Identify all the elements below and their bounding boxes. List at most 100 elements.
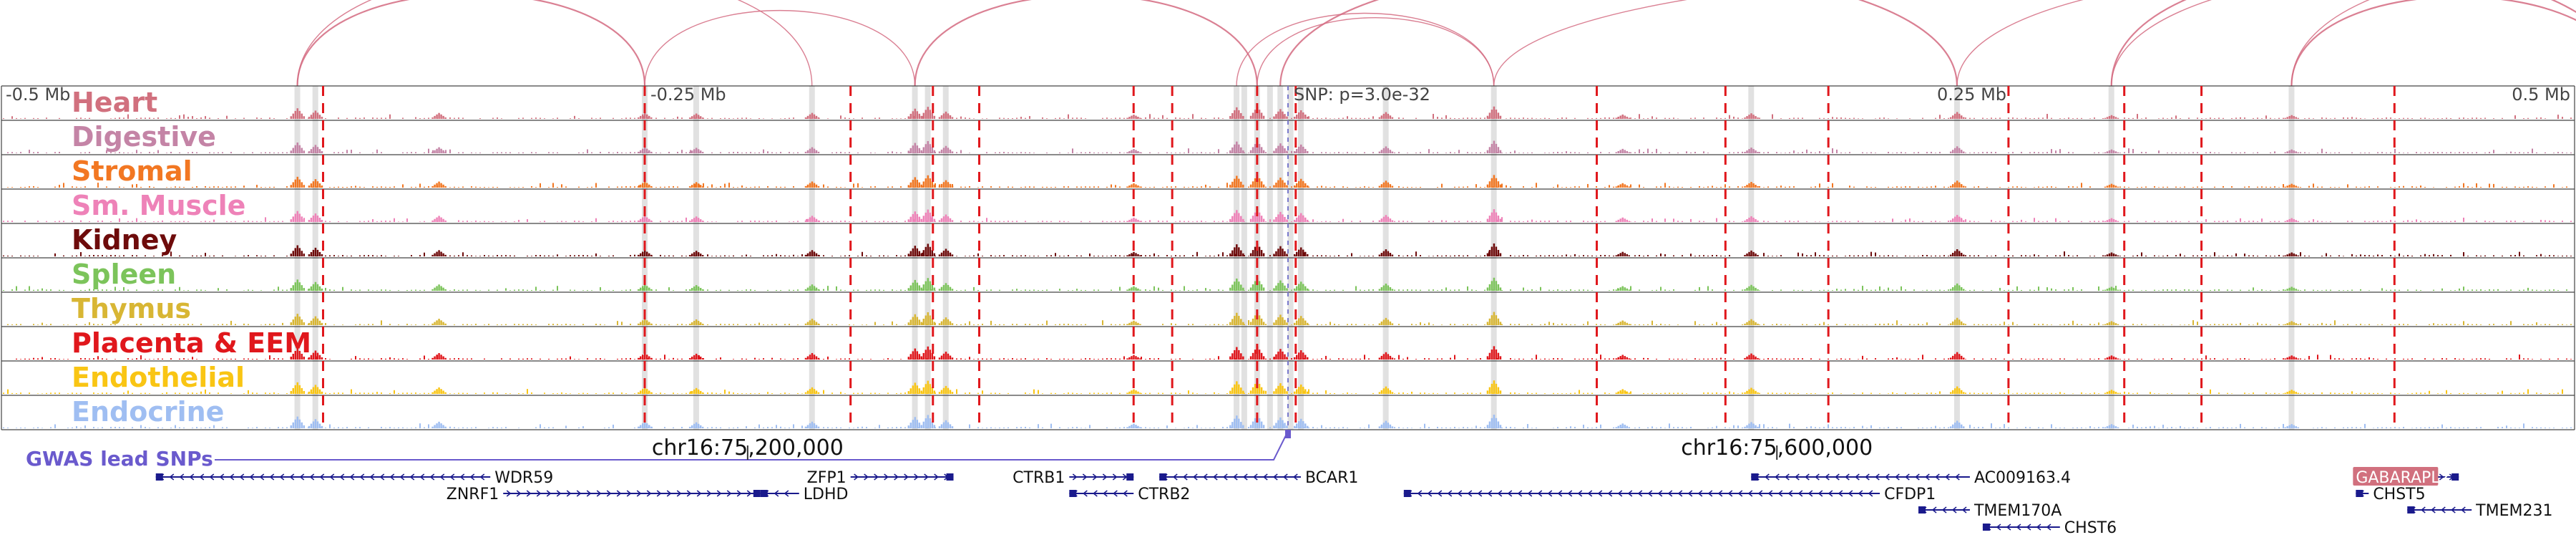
signal-bar	[1922, 221, 1923, 222]
signal-peak	[1390, 218, 1392, 222]
signal-bar	[1918, 358, 1919, 360]
signal-bar	[424, 253, 425, 256]
signal-peak	[313, 181, 315, 188]
signal-bar	[2265, 290, 2267, 291]
signal-peak	[945, 352, 947, 360]
signal-bar	[1905, 289, 1906, 291]
signal-bar	[1437, 117, 1438, 119]
signal-bar	[1613, 324, 1614, 325]
signal-bar	[1999, 324, 2001, 325]
signal-bar	[1523, 288, 1524, 291]
signal-bar	[2441, 324, 2443, 325]
signal-peak	[1487, 116, 1489, 119]
signal-peak	[952, 185, 954, 188]
signal-peak	[1259, 178, 1261, 188]
signal-peak	[807, 288, 809, 291]
signal-peak	[939, 185, 941, 188]
signal-bar	[2326, 152, 2327, 153]
signal-bar	[1149, 358, 1151, 360]
signal-bar	[2046, 324, 2048, 325]
signal-bar	[1673, 218, 1674, 222]
signal-bar	[1716, 117, 1717, 119]
signal-peak	[1487, 254, 1489, 256]
signal-peak	[1496, 110, 1498, 119]
signal-bar	[1080, 152, 1082, 153]
signal-bar	[1012, 358, 1013, 360]
signal-peak	[650, 117, 653, 119]
signal-bar	[2253, 324, 2254, 325]
signal-peak	[1617, 254, 1619, 256]
signal-bar	[746, 359, 747, 360]
signal-bar	[1600, 152, 1601, 153]
signal-bar	[595, 183, 597, 188]
signal-bar	[2557, 115, 2559, 119]
signal-bar	[2308, 324, 2310, 325]
signal-peak	[2288, 254, 2290, 256]
signal-bar	[1411, 289, 1413, 291]
signal-peak	[1748, 286, 1750, 291]
signal-bar	[2527, 152, 2529, 153]
signal-peak	[2109, 254, 2111, 256]
signal-bar	[737, 290, 738, 291]
signal-bar	[1402, 118, 1404, 119]
signal-peak	[2293, 116, 2295, 119]
signal-bar	[59, 118, 60, 119]
signal-peak	[1615, 221, 1617, 222]
signal-bar	[2016, 324, 2018, 325]
signal-peak	[689, 117, 691, 119]
signal-bar	[2557, 152, 2559, 153]
signal-peak	[2293, 185, 2295, 188]
signal-peak	[321, 323, 323, 325]
signal-bar	[1025, 187, 1026, 188]
signal-bar	[1192, 255, 1194, 256]
signal-bar	[458, 358, 459, 360]
signal-bar	[80, 187, 82, 188]
signal-bar	[1939, 290, 1941, 291]
signal-bar	[2231, 118, 2233, 119]
signal-peak	[1958, 319, 1961, 325]
signal-peak	[1302, 352, 1304, 360]
signal-peak	[1746, 288, 1748, 291]
signal-peak	[1746, 357, 1748, 360]
signal-bar	[1879, 117, 1880, 119]
signal-bar	[1080, 187, 1082, 188]
signal-bar	[2171, 117, 2172, 119]
signal-bar	[1184, 118, 1185, 119]
signal-peak	[1385, 284, 1387, 291]
signal-bar	[540, 290, 541, 291]
signal-bar	[720, 290, 721, 291]
signal-peak	[1757, 221, 1759, 222]
signal-peak	[1624, 322, 1626, 325]
signal-peak	[311, 286, 313, 291]
signal-peak	[934, 219, 936, 222]
signal-bar	[2235, 254, 2237, 256]
signal-peak	[319, 149, 321, 153]
signal-bar	[1913, 324, 1915, 325]
signal-bar	[16, 286, 17, 291]
signal-peak	[644, 148, 646, 153]
signal-peak	[1242, 322, 1244, 325]
signal-bar	[2128, 221, 2129, 222]
signal-bar	[2227, 255, 2228, 256]
signal-bar	[1669, 186, 1670, 188]
signal-peak	[1250, 150, 1252, 153]
signal-peak	[2288, 219, 2290, 222]
signal-bar	[1823, 322, 1825, 325]
signal-bar	[24, 221, 26, 222]
signal-peak	[2297, 324, 2299, 325]
signal-bar	[1008, 221, 1009, 222]
signal-peak	[1302, 216, 1304, 222]
signal-bar	[2278, 255, 2280, 256]
signal-bar	[776, 254, 777, 256]
signal-bar	[763, 150, 764, 153]
signal-peak	[811, 353, 814, 360]
signal-bar	[2476, 183, 2477, 188]
signal-bar	[2029, 118, 2031, 119]
signal-bar	[1501, 183, 1503, 188]
signal-peak	[932, 181, 934, 188]
signal-bar	[16, 359, 17, 360]
signal-bar	[2476, 221, 2477, 222]
signal-bar	[1703, 324, 1704, 325]
signal-peak	[648, 116, 650, 119]
signal-peak	[1963, 357, 1965, 360]
